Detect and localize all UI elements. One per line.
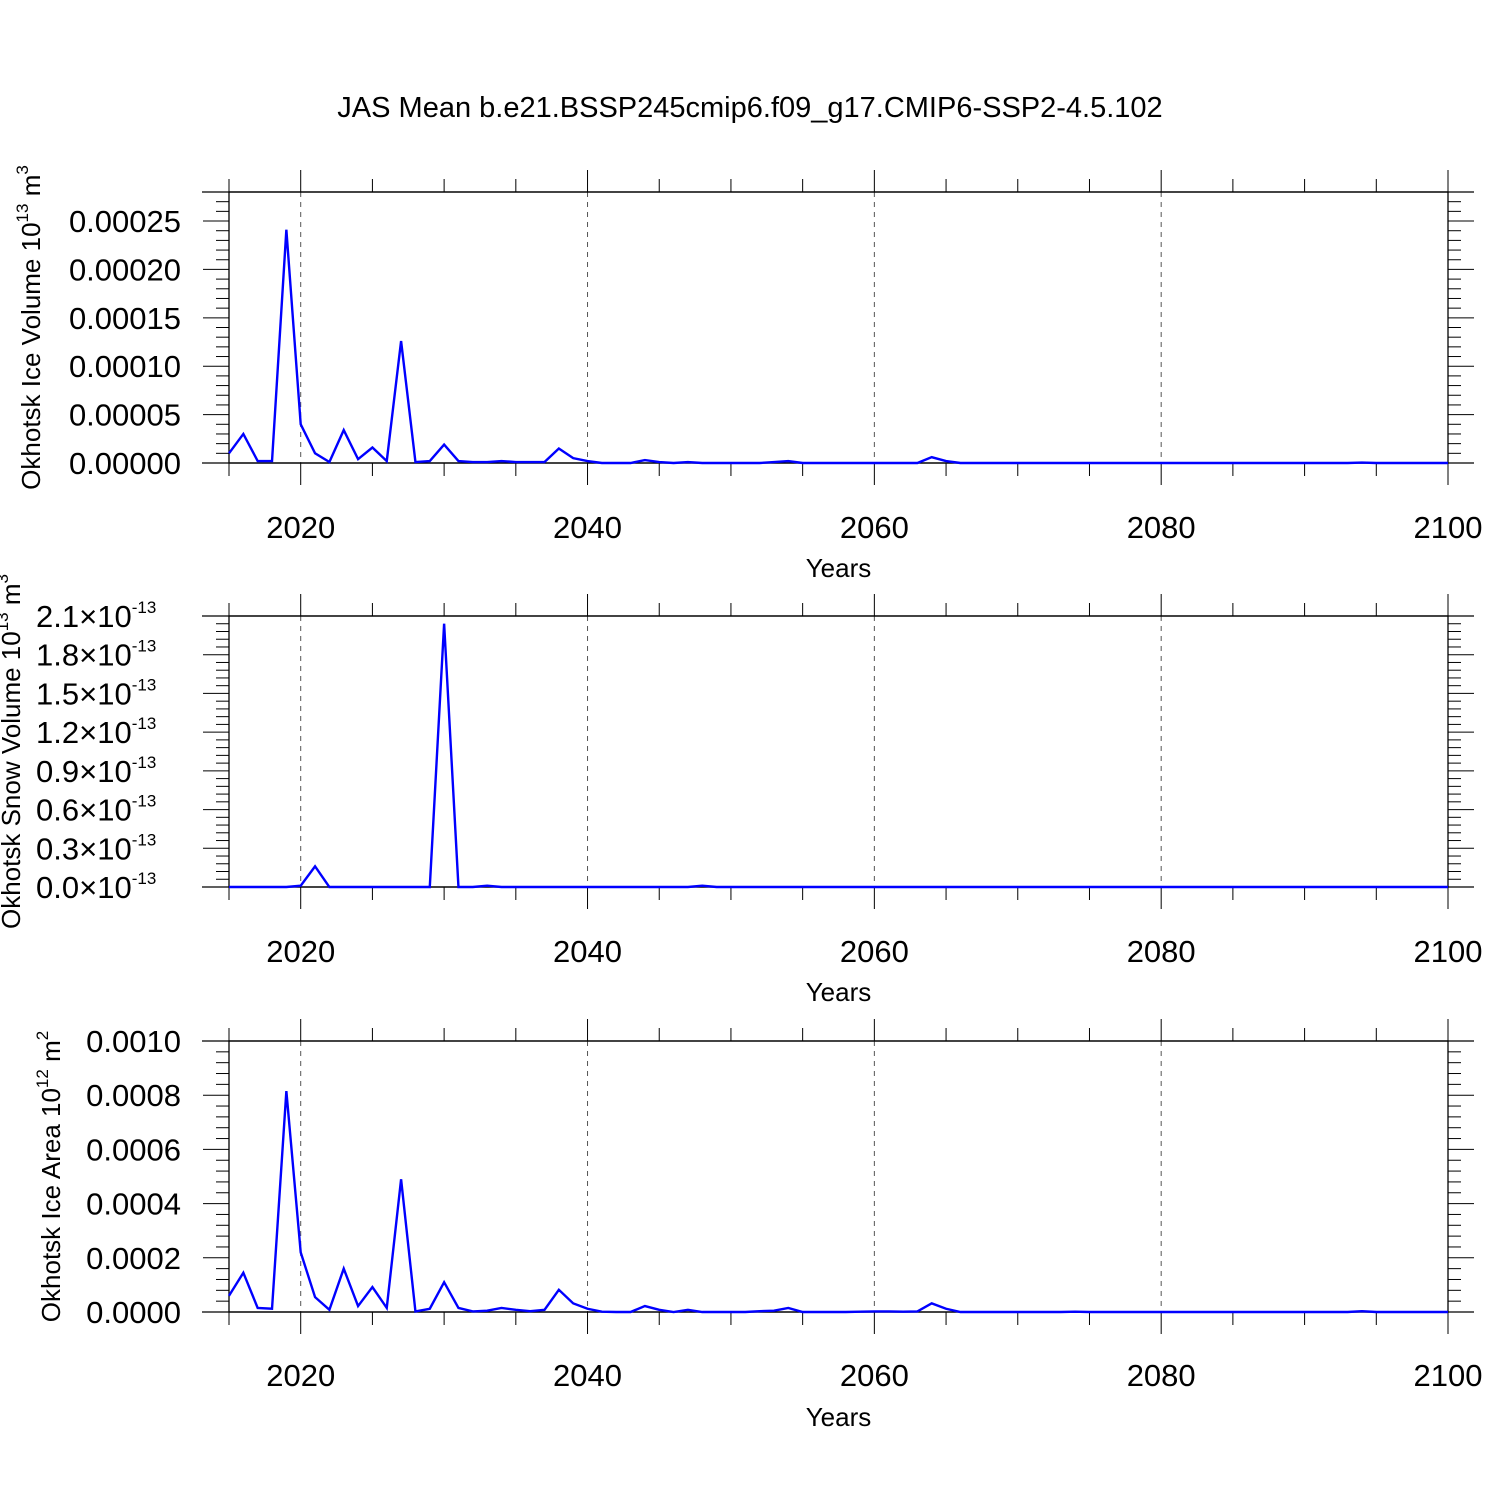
x-tick-label: 2080 bbox=[1127, 510, 1196, 545]
y-tick-label: 0.00010 bbox=[69, 349, 181, 384]
x-tick-label: 2080 bbox=[1127, 1358, 1196, 1393]
x-tick-label: 2040 bbox=[553, 1358, 622, 1393]
series-line bbox=[227, 1091, 1448, 1314]
y-tick-label: 0.00005 bbox=[69, 398, 181, 433]
y-tick-label: 1.5×10-13 bbox=[36, 675, 156, 711]
chart-panel-2: 2020 2040 2060 2080 2100 Years 0.0×10-130.3×10… bbox=[0, 574, 1482, 1007]
y-tick-label: 0.0006 bbox=[86, 1132, 181, 1167]
x-tick-label: 2020 bbox=[266, 510, 335, 545]
y-tick-label: 0.0004 bbox=[86, 1187, 181, 1222]
x-tick-label: 2080 bbox=[1127, 934, 1196, 969]
x-tick-label: 2020 bbox=[266, 934, 335, 969]
y-tick-label: 0.6×10-13 bbox=[36, 792, 156, 828]
x-tick-label: 2040 bbox=[553, 510, 622, 545]
y-tick-label: 0.0008 bbox=[86, 1078, 181, 1113]
plot-frame bbox=[228, 615, 1449, 888]
y-tick-label: 0.0010 bbox=[86, 1024, 181, 1059]
y-tick-label: 0.00025 bbox=[69, 204, 181, 239]
y-tick-label: 0.0×10-13 bbox=[36, 869, 156, 905]
chart-panel-3: 2020 2040 2060 2080 2100 Years 0.0000 0.0002 0.0… bbox=[33, 1019, 1482, 1432]
x-axis-label: Years bbox=[806, 553, 872, 583]
y-tick-label: 0.3×10-13 bbox=[36, 830, 156, 866]
y-tick-label: 0.00015 bbox=[69, 301, 181, 336]
chart-panel-1: 2020 2040 2060 2080 2100 Years 0.00000 0.00005 0… bbox=[13, 165, 1482, 583]
y-tick-label: 0.00000 bbox=[69, 446, 181, 481]
y-tick-label: 2.1×10-13 bbox=[36, 598, 156, 634]
series-line bbox=[228, 229, 1448, 465]
x-tick-label: 2040 bbox=[553, 934, 622, 969]
x-axis-label: Years bbox=[806, 977, 872, 1007]
x-tick-label: 2060 bbox=[840, 934, 909, 969]
x-tick-label: 2100 bbox=[1414, 510, 1483, 545]
x-tick-label: 2020 bbox=[266, 1358, 335, 1393]
y-axis-label: Okhotsk Ice Area 1012 m2 bbox=[33, 1031, 66, 1322]
y-tick-label: 1.2×10-13 bbox=[36, 714, 156, 750]
y-axis-label: Okhotsk Snow Volume 1013 m3 bbox=[0, 574, 26, 929]
y-tick-label: 1.8×10-13 bbox=[36, 637, 156, 673]
y-tick-label: 0.0000 bbox=[86, 1295, 181, 1330]
series-line bbox=[229, 623, 1448, 889]
x-tick-label: 2100 bbox=[1414, 1358, 1483, 1393]
y-axis-label: Okhotsk Ice Volume 1013 m3 bbox=[13, 165, 46, 490]
figure-title: JAS Mean b.e21.BSSP245cmip6.f09_g17.CMIP… bbox=[337, 92, 1162, 124]
panels-container: 2020 2040 2060 2080 2100 Years 0.00000 0.00005 0… bbox=[0, 165, 1482, 1432]
x-tick-label: 2060 bbox=[840, 510, 909, 545]
x-axis-label: Years bbox=[806, 1402, 872, 1432]
y-tick-label: 0.9×10-13 bbox=[36, 753, 156, 789]
x-tick-label: 2100 bbox=[1414, 934, 1483, 969]
y-tick-label: 0.00020 bbox=[69, 252, 181, 287]
y-tick-label: 0.0002 bbox=[86, 1241, 181, 1276]
x-tick-label: 2060 bbox=[840, 1358, 909, 1393]
